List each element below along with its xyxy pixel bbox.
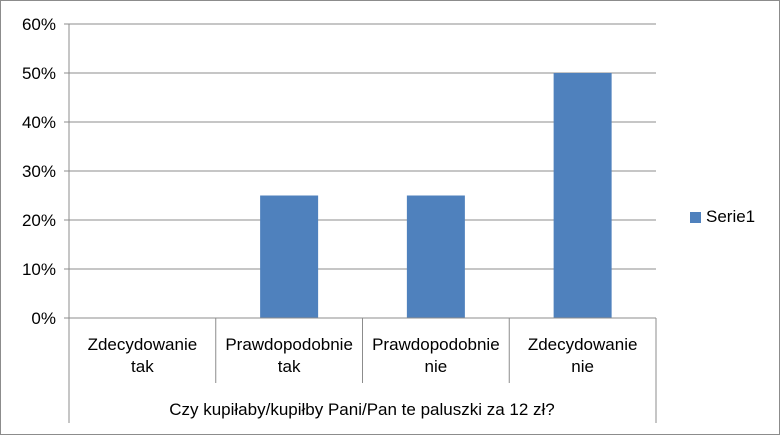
legend-swatch-serie1 <box>690 212 701 223</box>
y-tick-label: 60% <box>22 15 56 34</box>
axes <box>68 24 657 423</box>
y-tick-label: 40% <box>22 113 56 132</box>
x-category-label: tak <box>278 357 301 376</box>
legend-label-serie1: Serie1 <box>706 207 755 226</box>
bar <box>406 195 465 318</box>
x-category-label: Prawdopodobnie <box>225 335 353 354</box>
y-tick-label: 30% <box>22 162 56 181</box>
legend: Serie1 <box>690 207 755 226</box>
y-tick-label: 0% <box>31 309 56 328</box>
x-category-label: nie <box>425 357 448 376</box>
y-tick-label: 20% <box>22 211 56 230</box>
x-category-label: Zdecydowanie <box>88 335 198 354</box>
x-category-label: nie <box>571 357 594 376</box>
x-axis-title: Czy kupiłaby/kupiłby Pani/Pan te paluszk… <box>169 400 555 419</box>
bar <box>260 195 319 318</box>
bar <box>553 73 612 318</box>
x-category-label: Zdecydowanie <box>528 335 638 354</box>
x-category-label: Prawdopodobnie <box>372 335 500 354</box>
bars <box>260 73 612 318</box>
y-axis-ticks: 0% 10% 20% 30% 40% 50% 60% <box>22 15 69 328</box>
x-axis-categories: Zdecydowanie tak Prawdopodobnie tak Prawdopo… <box>88 335 638 376</box>
y-tick-label: 50% <box>22 64 56 83</box>
x-category-label: tak <box>131 357 154 376</box>
y-tick-label: 10% <box>22 260 56 279</box>
